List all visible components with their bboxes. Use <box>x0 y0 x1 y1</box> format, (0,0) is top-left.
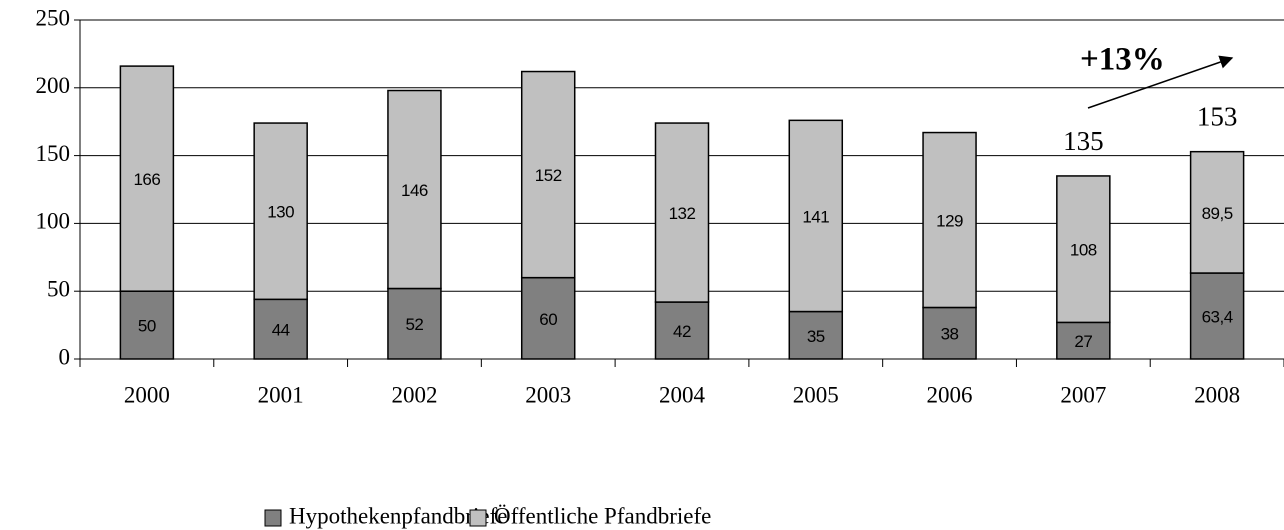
bar-segment <box>119 65 175 292</box>
legend-swatch <box>469 509 487 527</box>
bar-segment <box>520 276 576 360</box>
y-tick-label: 50 <box>47 276 70 301</box>
data-label: 132 <box>669 204 696 223</box>
x-tick-label: 2007 <box>1060 382 1106 407</box>
y-tick-label: 0 <box>59 344 71 369</box>
bar-segment <box>654 301 710 360</box>
y-tick-label: 100 <box>36 209 71 234</box>
data-label: 27 <box>1074 332 1092 351</box>
y-tick-label: 200 <box>36 73 71 98</box>
legend-label: Öffentliche Pfandbriefe <box>494 503 711 528</box>
total-label: 153 <box>1197 102 1238 132</box>
bar-segment <box>922 131 977 309</box>
y-tick-label: 150 <box>36 141 71 166</box>
x-tick-label: 2000 <box>124 382 170 407</box>
data-label: 129 <box>936 211 963 230</box>
data-label: 52 <box>405 315 423 334</box>
bar-segment <box>253 122 308 301</box>
bar-segment <box>788 119 844 313</box>
data-label: 63,4 <box>1202 307 1233 326</box>
x-tick-label: 2006 <box>927 382 973 407</box>
bar-segment <box>1189 272 1245 360</box>
data-label: 166 <box>133 170 160 189</box>
data-label: 60 <box>539 310 557 329</box>
data-label: 35 <box>807 327 825 346</box>
x-tick-label: 2001 <box>258 382 304 407</box>
bar-segment <box>520 70 576 279</box>
data-label: 89,5 <box>1202 204 1233 223</box>
total-label: 135 <box>1063 126 1104 156</box>
bar-segment <box>119 290 175 360</box>
legend-swatch <box>264 509 282 527</box>
bar-segment <box>654 122 710 303</box>
data-label: 42 <box>673 322 691 341</box>
x-tick-label: 2003 <box>525 382 571 407</box>
bar-segment <box>253 298 308 360</box>
data-label: 141 <box>802 207 829 226</box>
bar-segment <box>1056 175 1111 324</box>
data-label: 152 <box>535 166 562 185</box>
x-tick-label: 2002 <box>391 382 437 407</box>
bar-segment <box>387 89 442 290</box>
data-label: 146 <box>401 181 428 200</box>
bar-segment <box>922 306 977 360</box>
y-tick-label: 250 <box>36 5 71 30</box>
data-label: 44 <box>272 321 290 340</box>
data-label: 38 <box>941 325 959 344</box>
trend-arrow <box>1087 55 1234 109</box>
bar-segment <box>387 287 442 360</box>
data-label: 108 <box>1070 241 1097 260</box>
bar-segment <box>1189 150 1245 274</box>
data-label: 50 <box>138 317 156 336</box>
annotation: +13% <box>1080 42 1165 78</box>
x-tick-label: 2004 <box>659 382 706 407</box>
data-label: 130 <box>267 203 294 222</box>
x-tick-label: 2008 <box>1194 382 1240 407</box>
x-tick-label: 2005 <box>793 382 839 407</box>
